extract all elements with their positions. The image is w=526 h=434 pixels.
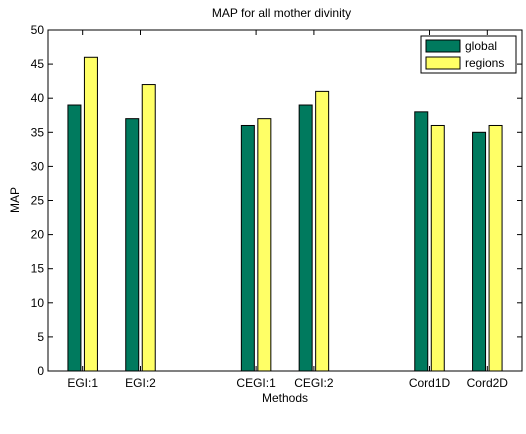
y-tick-label: 40: [31, 91, 45, 105]
y-tick-label: 10: [31, 296, 45, 310]
bar-global: [67, 104, 82, 372]
bars-group: [67, 56, 503, 372]
x-tick-label: CEGI:2: [294, 376, 334, 390]
bar-global: [298, 104, 313, 372]
bar-global: [472, 131, 487, 372]
plot-area: 0 5 10 15 20 25 30 35 40 45 50 EGI:1 EGI:2 CEGI:1 CEG…: [31, 23, 523, 390]
y-tick-label: 35: [31, 125, 45, 139]
bar-regions: [430, 124, 445, 372]
y-axis-label: MAP: [8, 187, 22, 213]
bar-global: [414, 111, 429, 372]
bar-global: [125, 118, 140, 372]
y-tick-label: 50: [31, 23, 45, 37]
bar-regions: [315, 90, 330, 372]
bar-regions: [83, 56, 98, 372]
legend: global regions: [420, 35, 517, 74]
x-tick-label: EGI:1: [67, 376, 98, 390]
legend-swatch-global: [425, 39, 461, 53]
legend-label-regions: regions: [465, 56, 504, 70]
y-tick-label: 25: [31, 194, 45, 208]
y-tick-label: 30: [31, 159, 45, 173]
legend-label-global: global: [465, 39, 497, 53]
y-tick-label: 20: [31, 228, 45, 242]
y-tick-label: 15: [31, 262, 45, 276]
x-tick-label: Cord1D: [409, 376, 451, 390]
axes-box: [47, 29, 523, 372]
bar-regions: [141, 84, 156, 372]
y-tick-label: 5: [37, 330, 44, 344]
y-tick-label: 0: [37, 364, 44, 378]
x-axis-ticks: EGI:1 EGI:2 CEGI:1 CEGI:2 Cord1D Cord2D: [67, 30, 508, 390]
y-axis-ticks: 0 5 10 15 20 25 30 35 40 45 50: [31, 23, 522, 378]
bar-regions: [488, 124, 503, 372]
bar-global: [240, 124, 255, 372]
x-tick-label: Cord2D: [467, 376, 509, 390]
x-tick-label: EGI:2: [125, 376, 156, 390]
x-axis-label: Methods: [262, 391, 308, 405]
chart-title: MAP for all mother divinity: [212, 6, 351, 20]
y-tick-label: 45: [31, 57, 45, 71]
bar-regions: [257, 118, 272, 372]
x-tick-label: CEGI:1: [236, 376, 276, 390]
legend-swatch-regions: [425, 56, 461, 70]
